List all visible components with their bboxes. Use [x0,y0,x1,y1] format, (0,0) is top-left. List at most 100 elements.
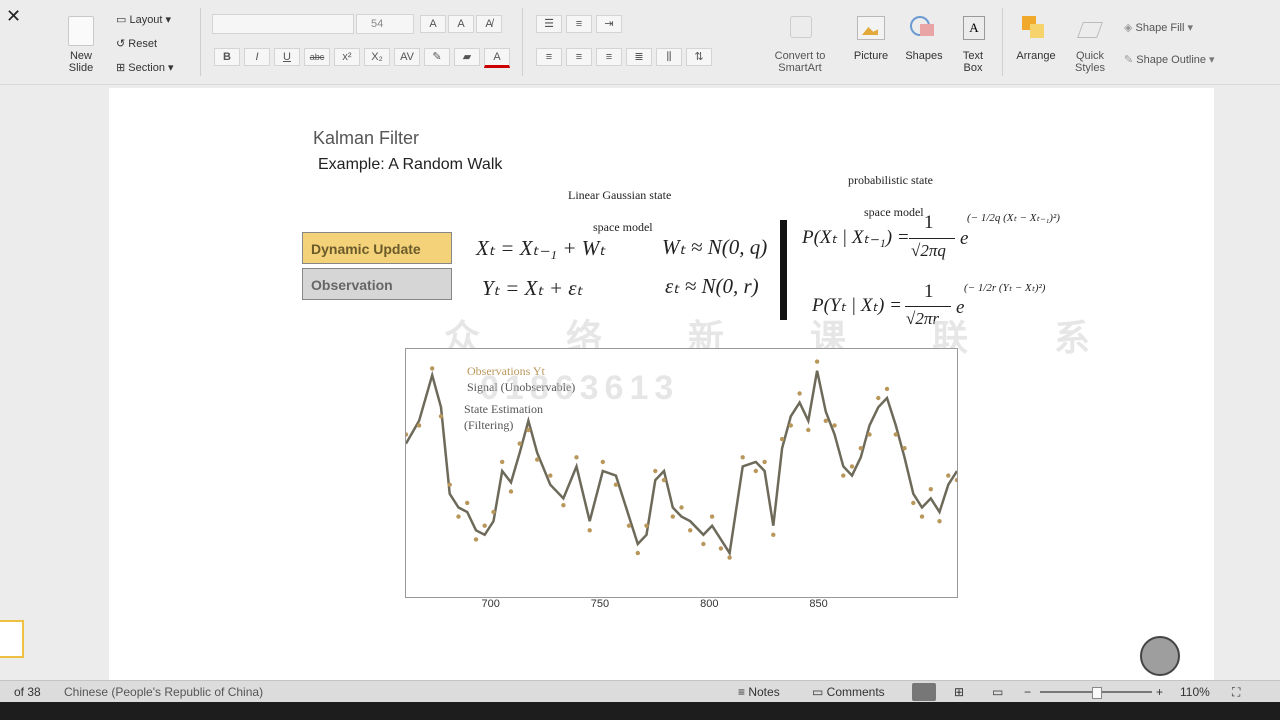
prob-label-line2: space model [864,205,924,219]
reset-icon: ↺ [116,38,129,50]
taskbar [0,702,1280,720]
notes-button[interactable]: ≡ Notes [738,681,780,703]
columns-icon[interactable]: ⫼ [656,48,682,66]
zoom-level[interactable]: 110% [1180,685,1210,699]
observation-point [653,468,658,474]
observation-point [635,550,640,556]
font-color-button[interactable]: A [484,48,510,68]
state-noise: Wₜ ≈ N(0, q) [662,235,768,259]
observation-point [788,423,793,428]
observation-point [587,528,592,533]
layout-button[interactable]: ▭ Layout ▾ [116,14,172,26]
reset-label: Reset [128,38,158,50]
ribbon-divider [200,8,201,76]
language-indicator[interactable]: Chinese (People's Republic of China) [64,685,264,699]
character-spacing-button[interactable]: AV [394,48,420,66]
convert-smartart-button[interactable]: Convert to SmartArt [764,10,836,80]
observation-point [574,455,579,460]
arrange-button[interactable]: Arrange [1010,10,1062,80]
slide-sorter-icon[interactable]: ⊞ [954,685,965,699]
zoom-slider[interactable] [1040,687,1152,699]
normal-view-icon[interactable] [912,683,936,701]
observation-point [937,519,942,524]
zoom-in-icon[interactable]: + [1156,685,1164,699]
presenter-avatar[interactable] [1140,636,1180,676]
clear-format-icon[interactable]: A̸ [476,15,502,33]
bold-button[interactable]: B [214,48,240,66]
chart-plot [406,359,957,560]
bullets-icon[interactable]: ☰ [536,15,562,33]
section-button[interactable]: ⊞ Section ▾ [116,62,174,74]
superscript-button[interactable]: x² [334,48,360,66]
observation-equation: Yₜ = Xₜ + εₜ [482,276,583,300]
comment-icon: ▭ [812,685,827,699]
text-direction-icon[interactable]: ⇅ [686,48,712,66]
align-center-icon[interactable]: ≡ [566,48,592,66]
model-label-line1: Linear Gaussian state [568,188,672,202]
observation-point [762,459,767,465]
underline-button[interactable]: U [274,48,300,66]
italic-button[interactable]: I [244,48,270,66]
text-effects-icon[interactable]: ✎ [424,48,450,66]
reset-button[interactable]: ↺ Reset [116,34,157,52]
legend-signal: Signal (Unobservable) [467,380,576,394]
strikethrough-button[interactable]: abc [304,48,330,66]
ribbon-divider [522,8,523,76]
align-left-icon[interactable]: ≡ [536,48,562,66]
zoom-slider-thumb[interactable] [1092,687,1102,699]
thumbnail-stub[interactable] [0,620,24,658]
state-equation: Xₜ = Xₜ₋₁ + Wₜ [476,236,606,260]
picture-button[interactable]: Picture [848,10,894,80]
observation-point [447,482,452,487]
observation-prob-lhs: P(Yₜ | Xₜ) = [812,295,902,316]
observation-point [661,477,667,483]
shrink-font-button[interactable]: A [448,15,474,33]
observation-point [867,432,872,437]
slide-subtitle[interactable]: Example: A Random Walk [318,156,503,173]
arrange-label: Arrange [1016,50,1056,62]
subscript-button[interactable]: X₂ [364,48,390,66]
close-icon[interactable]: ✕ [6,6,22,26]
smartart-icon [790,16,812,38]
observation-point [823,418,828,423]
slide[interactable]: Kalman Filter Example: A Random Walk Lin… [109,88,1214,680]
new-slide-button[interactable]: New Slide [58,10,104,80]
numbering-icon[interactable]: ≡ [566,15,592,33]
picture-label: Picture [853,50,889,62]
layout-label: Layout [129,14,163,26]
slide-title[interactable]: Kalman Filter [313,128,420,148]
observation-point [876,395,881,401]
observation-box[interactable]: Observation [302,268,452,300]
grow-font-button[interactable]: A [420,15,446,33]
observation-point [718,546,724,551]
observation-point [832,423,837,428]
observation-point [727,555,732,560]
zoom-out-icon[interactable]: − [1024,685,1032,699]
font-size-field[interactable]: 54 [356,14,414,34]
align-right-icon[interactable]: ≡ [596,48,622,66]
shape-fill-button[interactable]: ◈ Shape Fill ▾ [1124,22,1194,34]
comments-button[interactable]: ▭ Comments [812,681,885,703]
fit-to-window-icon[interactable]: ⛶ [1232,685,1241,699]
transition-prob-lhs: P(Xₜ | Xₜ₋₁) = [802,227,910,248]
reading-view-icon[interactable]: ▭ [992,685,1004,699]
shapes-button[interactable]: Shapes [900,10,948,80]
text-box-icon: A [963,16,985,40]
highlight-icon[interactable]: ▰ [454,48,480,66]
indent-icon[interactable]: ⇥ [596,15,622,33]
font-name-field[interactable] [212,14,354,34]
quick-styles-button[interactable]: Quick Styles [1068,10,1112,80]
fraction-bar [909,238,955,239]
shape-outline-button[interactable]: ✎ Shape Outline ▾ [1124,54,1215,66]
fraction-bar [905,306,951,307]
observation-point [753,468,758,474]
text-box-button[interactable]: A Text Box [952,10,994,80]
justify-icon[interactable]: ≣ [626,48,652,66]
observation-point [465,500,470,506]
dynamic-update-box[interactable]: Dynamic Update [302,232,452,264]
x-tick-label: 750 [590,598,610,610]
model-label-line2: space model [593,220,653,234]
observation-point [858,446,863,451]
shape-outline-label: Shape Outline [1136,54,1206,66]
observation-point [709,514,715,519]
